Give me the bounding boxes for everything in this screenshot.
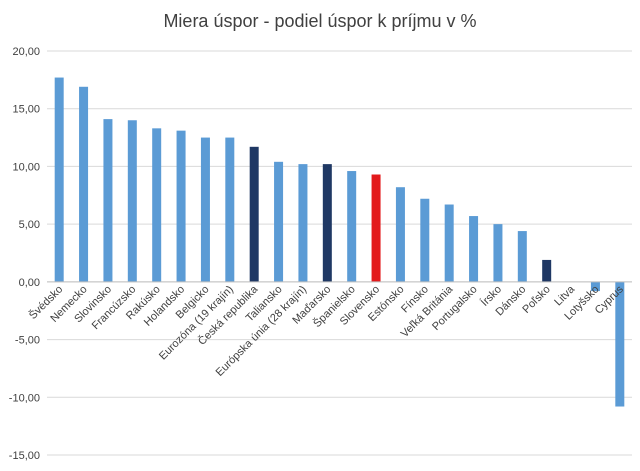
bar <box>493 224 503 282</box>
y-tick-label: 20,00 <box>12 46 40 58</box>
bars <box>54 77 625 407</box>
bar <box>469 216 479 282</box>
bar <box>298 164 308 282</box>
bar <box>176 130 186 282</box>
bar <box>347 171 357 282</box>
y-tick-label: -5,00 <box>15 335 40 347</box>
y-tick-label: 10,00 <box>12 161 40 173</box>
bar <box>54 77 64 282</box>
y-tick-label: 15,00 <box>12 104 40 116</box>
bar <box>615 281 625 407</box>
bar <box>371 174 381 282</box>
bar <box>103 119 113 282</box>
y-tick-label: -10,00 <box>9 392 40 404</box>
chart-title: Miera úspor - podiel úspor k príjmu v % <box>163 11 476 31</box>
bar <box>517 231 527 282</box>
y-tick-label: -15,00 <box>9 450 40 462</box>
bar <box>395 187 405 282</box>
bar <box>274 161 284 282</box>
y-tick-label: 0,00 <box>19 277 40 289</box>
bar <box>225 137 235 282</box>
bar <box>542 259 552 282</box>
y-axis-tick-labels: 20,00 15,00 10,00 5,00 0,00 -5,00 -10,00 -15,00 <box>9 46 40 462</box>
bar <box>200 137 210 282</box>
bar <box>152 128 162 282</box>
bar <box>420 198 430 282</box>
bar <box>590 281 600 292</box>
y-tick-label: 5,00 <box>19 219 40 231</box>
bar <box>79 86 89 282</box>
bar <box>127 120 137 282</box>
bar <box>249 146 259 282</box>
x-axis-category-labels: ŠvédskoNemeckoSlovinskoFrancúzskoRakúsko… <box>26 282 626 379</box>
x-tick-label: Poľsko <box>520 283 552 315</box>
bar <box>444 204 454 282</box>
bar <box>322 164 332 282</box>
